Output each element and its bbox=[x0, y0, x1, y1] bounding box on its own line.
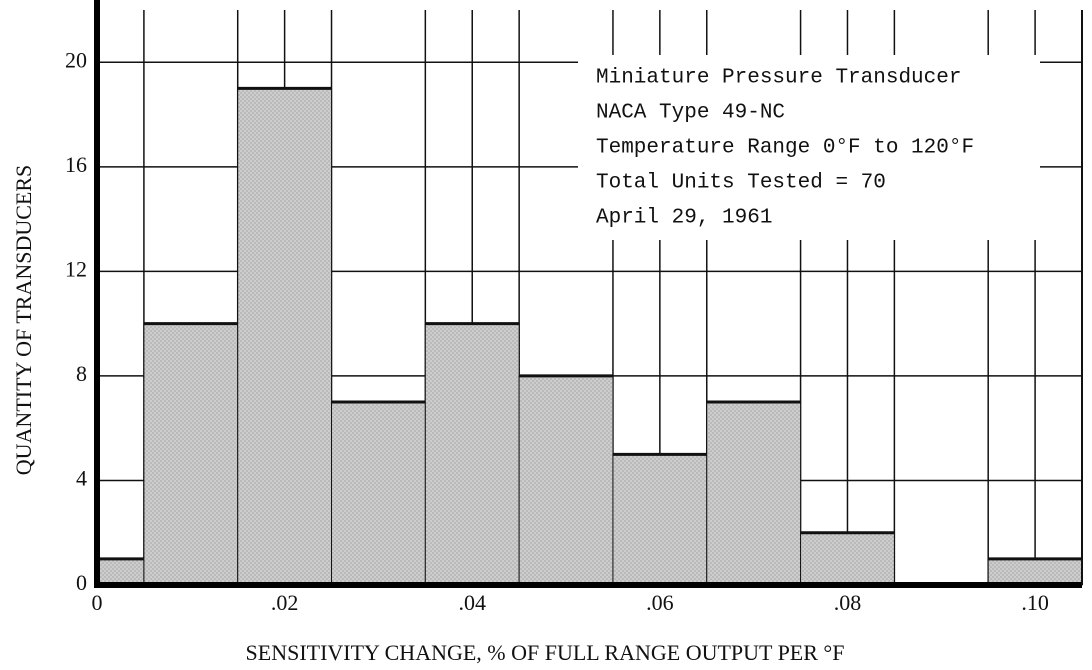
bar-texture bbox=[706, 402, 801, 585]
annotation-box bbox=[578, 55, 1040, 240]
y-tick-label: 4 bbox=[76, 466, 87, 491]
bar-texture bbox=[143, 323, 238, 585]
x-axis-label: SENSITIVITY CHANGE, % OF FULL RANGE OUTP… bbox=[246, 640, 845, 665]
x-tick-label: .06 bbox=[646, 590, 674, 615]
y-axis-label: QUANTITY OF TRANSDUCERS bbox=[11, 165, 36, 475]
y-tick-label: 8 bbox=[76, 361, 87, 386]
annotation-line: Temperature Range 0°F to 120°F bbox=[596, 137, 974, 160]
x-tick-label: .02 bbox=[271, 590, 299, 615]
annotation-line: Total Units Tested = 70 bbox=[596, 172, 886, 195]
bar-texture bbox=[612, 454, 707, 585]
annotation-line: NACA Type 49-NC bbox=[596, 102, 785, 125]
y-tick-label: 16 bbox=[65, 152, 87, 177]
bar-texture bbox=[331, 402, 426, 585]
axes: 0 4 8 12 16 20 0 .02 .04 .06 .08 .10 bbox=[65, 0, 1083, 615]
x-tick-label: 0 bbox=[92, 590, 103, 615]
bar-texture bbox=[988, 558, 1082, 585]
bar-texture bbox=[237, 88, 332, 585]
annotation-line: Miniature Pressure Transducer bbox=[596, 67, 961, 90]
bar-texture bbox=[425, 323, 520, 585]
annotation: Miniature Pressure Transducer NACA Type 4… bbox=[596, 67, 974, 230]
x-tick-label: .08 bbox=[834, 590, 862, 615]
x-tick-label: .10 bbox=[1021, 590, 1049, 615]
bars bbox=[96, 86, 1083, 587]
bar-texture bbox=[519, 375, 613, 585]
y-tick-label: 0 bbox=[76, 570, 87, 595]
y-tick-label: 20 bbox=[65, 47, 87, 72]
bar-texture bbox=[97, 558, 144, 585]
bar-texture bbox=[800, 532, 895, 585]
annotation-line: April 29, 1961 bbox=[596, 207, 772, 230]
x-tick-label: .04 bbox=[458, 590, 486, 615]
y-tick-label: 12 bbox=[65, 256, 87, 281]
